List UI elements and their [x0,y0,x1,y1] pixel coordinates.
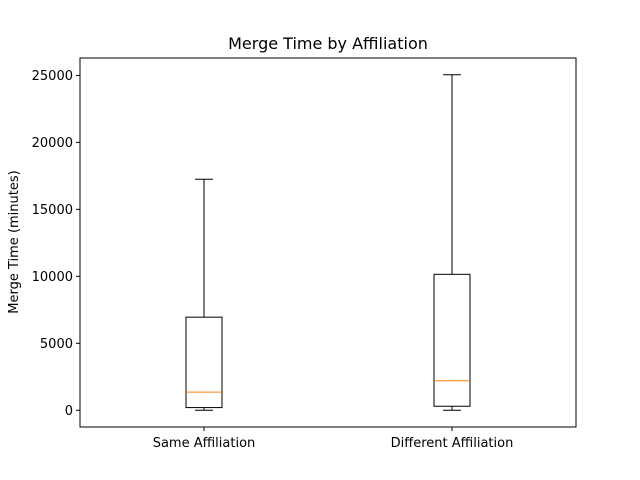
y-tick-label: 15000 [32,203,73,218]
y-tick-label: 0 [65,404,73,419]
iqr-box [433,273,471,407]
y-tick-label: 25000 [32,69,73,84]
axes-frame [79,57,577,428]
y-tick-label: 20000 [32,136,73,151]
iqr-box [185,316,223,409]
chart-title: Merge Time by Affiliation [228,34,428,53]
x-tick-label: Same Affiliation [153,436,256,451]
x-tick-label: Different Affiliation [391,436,514,451]
y-tick-label: 10000 [32,270,73,285]
y-tick-label: 5000 [40,337,73,352]
plot-area: 0 5000 10000 15000 20000 25000 Same Affiliatio… [32,57,577,451]
y-axis-label: Merge Time (minutes) [7,170,22,313]
